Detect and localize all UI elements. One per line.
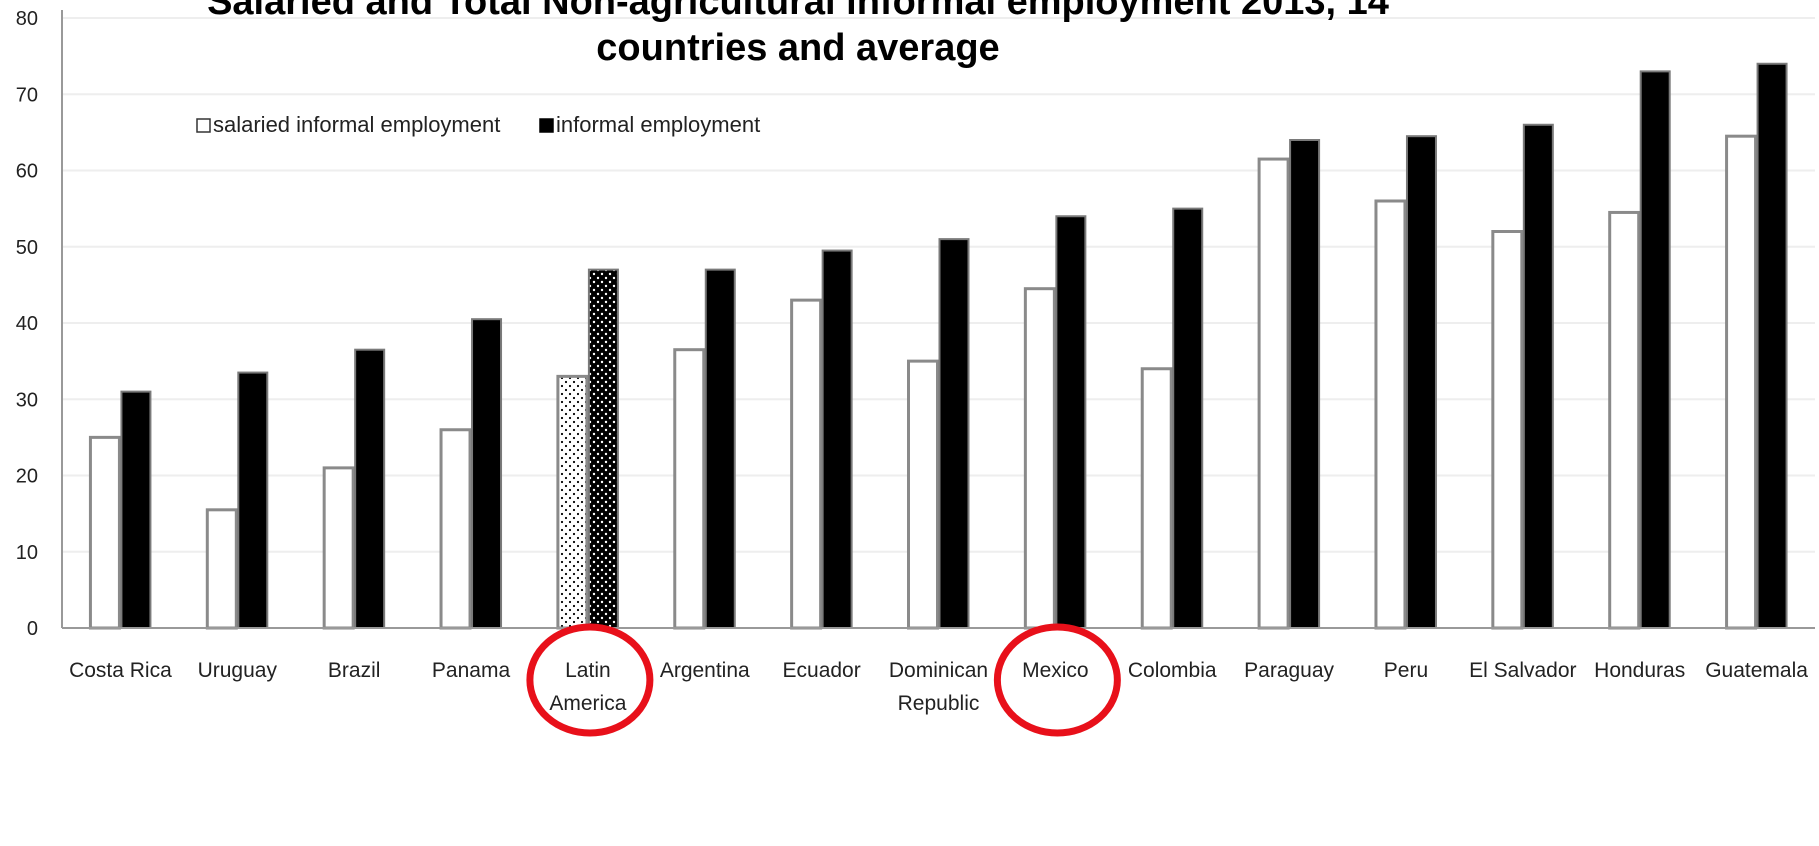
bar-salaried-mexico <box>1023 287 1056 630</box>
circle-annotation <box>993 623 1121 737</box>
category-label: Mexico <box>1022 659 1089 682</box>
category-label: Costa Rica <box>69 659 172 682</box>
bar-informal-brazil <box>354 348 386 629</box>
category-label: Colombia <box>1128 659 1217 682</box>
category-label: America <box>549 692 626 715</box>
bar-informal-honduras <box>1639 70 1671 629</box>
bar-informal-costa-rica <box>120 390 152 629</box>
category-label: Latin <box>565 659 611 682</box>
category-label: Paraguay <box>1244 659 1334 682</box>
bar-informal-panama <box>471 318 503 629</box>
circle-annotation <box>526 623 654 737</box>
y-tick-label: 80 <box>16 8 38 30</box>
bar-informal-guatemala <box>1756 62 1788 629</box>
title-line: countries and average <box>596 27 999 69</box>
category-label: Argentina <box>660 659 750 682</box>
category-label: Brazil <box>328 659 381 682</box>
y-tick-label: 40 <box>16 313 38 335</box>
category-label: El Salvador <box>1469 659 1576 682</box>
bar-informal-paraguay <box>1289 139 1321 629</box>
bar-salaried-peru <box>1374 199 1407 630</box>
bar-salaried-paraguay <box>1257 157 1290 630</box>
y-tick-label: 20 <box>16 466 38 488</box>
legend-swatch-informal <box>539 118 554 133</box>
category-label: Guatemala <box>1705 659 1808 682</box>
y-tick-label: 10 <box>16 542 38 564</box>
legend-label-informal: informal employment <box>556 112 760 137</box>
bar-informal-argentina <box>704 268 736 629</box>
title-line: Salaried and Total Non-agricultural info… <box>207 0 1389 23</box>
y-tick-label: 50 <box>16 237 38 259</box>
bar-informal-ecuador <box>821 249 853 629</box>
bar-salaried-ecuador <box>790 298 823 630</box>
bar-salaried-panama <box>439 428 472 630</box>
legend: salaried informal employment informal emp… <box>196 112 760 137</box>
bar-informal-colombia <box>1172 207 1204 629</box>
bar-informal-el-salvador <box>1522 123 1554 629</box>
bars <box>88 62 1788 630</box>
bar-informal-latin-america <box>587 268 619 629</box>
y-axis-ticks: 0 10 20 30 40 50 60 70 80 <box>16 8 38 640</box>
bar-salaried-costa-rica <box>88 435 121 630</box>
bar-salaried-dominican-republic <box>907 359 939 630</box>
category-label: Dominican <box>889 659 988 682</box>
bar-salaried-el-salvador <box>1491 230 1524 630</box>
bar-salaried-brazil <box>322 466 355 630</box>
y-tick-label: 60 <box>16 161 38 183</box>
legend-swatch-salaried <box>196 118 211 133</box>
bar-informal-dominican-republic <box>938 238 970 629</box>
bar-informal-uruguay <box>237 371 269 629</box>
bar-salaried-guatemala <box>1725 134 1758 630</box>
bar-informal-peru <box>1405 135 1437 629</box>
category-labels: Costa Rica Uruguay Brazil Panama Latin Americ… <box>69 659 1808 715</box>
legend-label-salaried: salaried informal employment <box>213 112 500 137</box>
bar-salaried-argentina <box>673 348 706 630</box>
category-label: Republic <box>898 692 980 715</box>
category-label: Uruguay <box>198 659 278 682</box>
y-tick-label: 0 <box>27 618 38 640</box>
category-label: Panama <box>432 659 511 682</box>
category-label: Honduras <box>1594 659 1685 682</box>
bar-salaried-colombia <box>1140 367 1173 630</box>
bar-informal-mexico <box>1055 215 1087 629</box>
bar-salaried-latin-america <box>556 374 589 630</box>
category-label: Ecuador <box>783 659 861 682</box>
bar-salaried-honduras <box>1608 210 1641 630</box>
chart-title: Salaried and Total Non-agricultural info… <box>207 0 1389 69</box>
highlight-circles <box>526 623 1121 737</box>
bar-salaried-uruguay <box>205 508 238 630</box>
y-tick-label: 30 <box>16 389 38 411</box>
y-tick-label: 70 <box>16 84 38 106</box>
category-label: Peru <box>1384 659 1428 682</box>
